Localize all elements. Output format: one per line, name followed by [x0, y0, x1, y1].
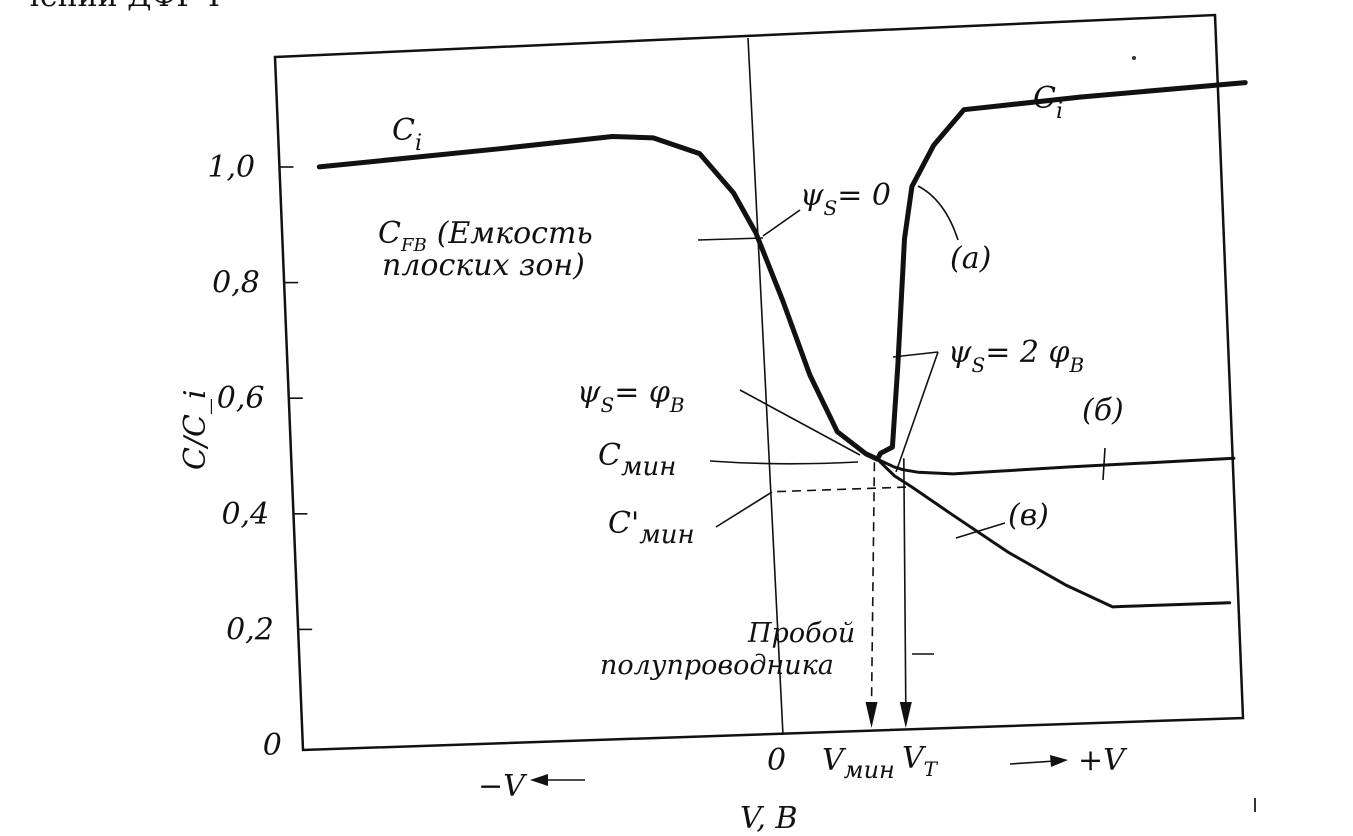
y-tick-label: 0,8 [212, 266, 260, 301]
c-min-prime-dashed-line [777, 486, 912, 493]
minus-v-label: −V [478, 769, 528, 804]
v-min-arrowhead [865, 702, 878, 728]
y-axis-ticks [279, 166, 313, 631]
cv-curve-2 [875, 456, 1236, 476]
y-tick-label: 0,6 [217, 381, 265, 416]
psi-phi-leader [739, 389, 861, 456]
c-min-prime-label: C'мин [608, 506, 695, 550]
cropped-top-text: чении ДФРЧ [20, 0, 220, 14]
cfb-label-line2: плоских зон) [382, 248, 585, 283]
y-axis-title: C/C_i [178, 389, 213, 470]
x-tick-v-t: VT [902, 741, 939, 781]
psi-2phi-leader-2 [895, 351, 939, 473]
x-tick-v-min: Vмин [822, 743, 895, 784]
psi-2phi-leader-1 [892, 351, 939, 358]
c-min-prime-leader [715, 491, 773, 528]
annotation-leaders [697, 185, 1106, 655]
label-v: (в) [1008, 498, 1049, 533]
label-a: (а) [950, 241, 991, 276]
breakdown-label-line1: Пробой [747, 618, 855, 649]
psi-s-2phi-label: ψS= 2 φB [948, 335, 1084, 377]
scan-speck [1132, 56, 1136, 60]
psi-s-phi-label: ψS= φB [577, 375, 685, 417]
ci-right-label: Ci [1033, 81, 1063, 124]
y-tick-label: 0,4 [221, 497, 269, 532]
breakdown-label-line2: полупроводника [600, 650, 834, 681]
plus-v-label: +V [1078, 743, 1128, 778]
v-min-dashed-line [870, 462, 876, 707]
negative-direction: −V [478, 769, 585, 804]
minus-v-arrowhead [530, 774, 548, 786]
label-b: (б) [1082, 393, 1124, 428]
v-t-arrowhead [899, 702, 912, 728]
c-min-leader [709, 460, 859, 465]
y-axis-tick-labels: 0 0,2 0,4 0,6 0,8 1,0 [207, 150, 281, 763]
v-t-arrow-line [903, 458, 907, 707]
x-tick-zero: 0 [767, 743, 786, 778]
y-tick-label: 0,2 [226, 612, 274, 647]
cv-curve-1 [316, 80, 1248, 462]
cfb-label-line1: CFB (Емкость [378, 216, 593, 256]
ci-left-label: Ci [392, 113, 422, 156]
label-b-leader [1102, 447, 1106, 481]
plot-frame [273, 13, 1245, 752]
label-v-leader [955, 522, 1006, 539]
cv-curves [316, 80, 1248, 609]
label-a-leader [917, 185, 959, 241]
zero-voltage-line [747, 37, 784, 736]
positive-direction: +V [1009, 743, 1128, 778]
y-tick-label: 0 [263, 728, 282, 763]
psi-s-zero-label: ψS= 0 [800, 178, 891, 220]
c-min-label: Cмин [598, 438, 676, 482]
y-tick-label: 1,0 [207, 150, 255, 185]
plus-v-arrow-shaft [1009, 760, 1056, 765]
cv-curve-3 [875, 457, 1232, 609]
cfb-leader [697, 237, 764, 241]
psi-zero-leader [762, 209, 801, 237]
plus-v-arrowhead [1050, 755, 1068, 767]
x-axis-title: V, B [740, 801, 798, 836]
